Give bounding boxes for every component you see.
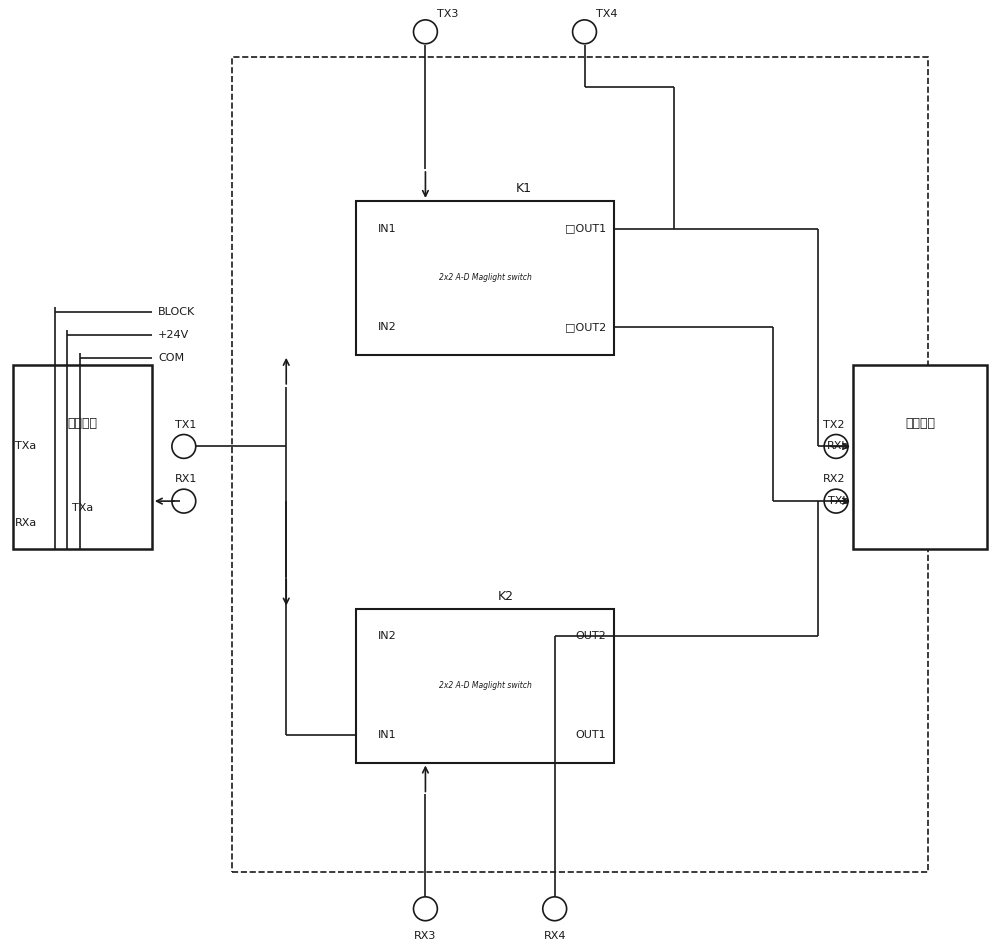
- Text: OUT1: OUT1: [576, 730, 606, 739]
- Bar: [853, 365, 987, 549]
- Text: TX2: TX2: [823, 419, 845, 430]
- Text: BLOCK: BLOCK: [158, 307, 195, 317]
- Text: TX1: TX1: [175, 419, 196, 430]
- Text: IN2: IN2: [378, 631, 396, 642]
- Text: TX4: TX4: [596, 8, 617, 19]
- Bar: [356, 201, 614, 355]
- Text: COM: COM: [158, 353, 184, 363]
- Text: K1: K1: [516, 183, 532, 195]
- Text: +24V: +24V: [158, 330, 189, 340]
- Text: RX3: RX3: [414, 931, 437, 941]
- Text: TX3: TX3: [437, 8, 458, 19]
- Text: OUT2: OUT2: [576, 631, 606, 642]
- Text: □OUT2: □OUT2: [565, 322, 606, 333]
- Bar: [232, 57, 928, 872]
- Text: K2: K2: [498, 590, 514, 603]
- Text: 2x2 A-D Maglight switch: 2x2 A-D Maglight switch: [439, 681, 532, 690]
- Text: 本側保护: 本側保护: [67, 417, 97, 430]
- Text: 2x2 A-D Maglight switch: 2x2 A-D Maglight switch: [439, 273, 532, 283]
- Text: TXb: TXb: [828, 496, 849, 506]
- Text: RX2: RX2: [823, 474, 845, 484]
- Text: IN1: IN1: [378, 223, 396, 234]
- Text: TXa: TXa: [72, 503, 93, 513]
- Bar: [13, 365, 152, 549]
- Text: TXa: TXa: [15, 442, 36, 451]
- Text: IN2: IN2: [378, 322, 396, 333]
- Text: RXb: RXb: [827, 442, 849, 451]
- Text: IN1: IN1: [378, 730, 396, 739]
- Text: □OUT1: □OUT1: [565, 223, 606, 234]
- Text: RX4: RX4: [543, 931, 566, 941]
- Bar: [356, 609, 614, 763]
- Text: 对側保护: 对側保护: [905, 417, 935, 430]
- Text: RXa: RXa: [15, 518, 37, 528]
- Text: RX1: RX1: [175, 474, 197, 484]
